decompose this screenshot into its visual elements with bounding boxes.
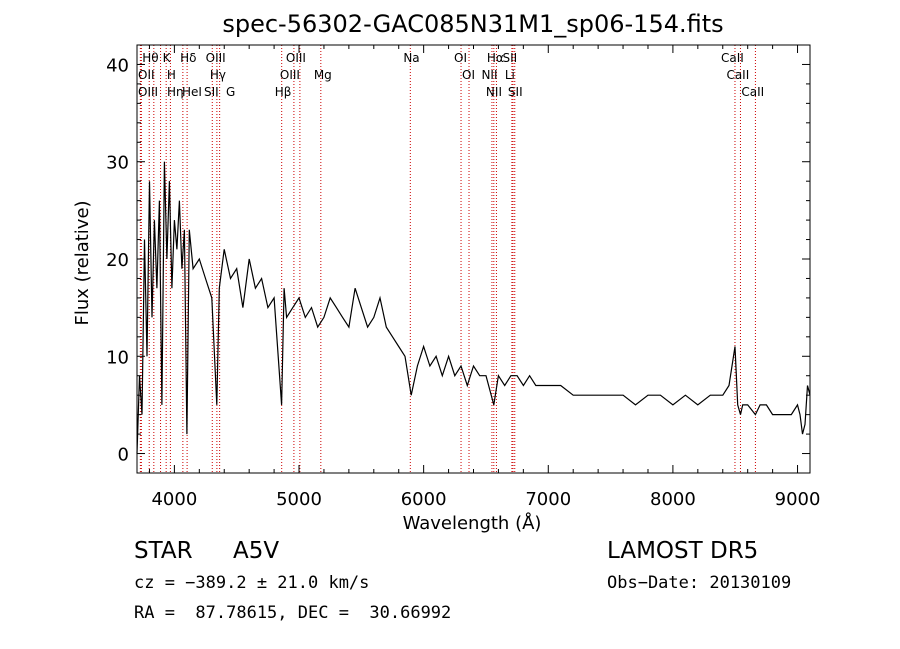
chart-title: spec-56302-GAC085N31M1_sp06-154.fits [222,10,723,38]
spectral-line-label: K [163,51,172,65]
observation-date: Obs−Date: 20130109 [607,573,792,593]
spectral-line-label: CaII [741,85,764,99]
axis-ticks: 4000 5000 6000 7000 8000 9000 0 10 20 30 40 [106,45,820,510]
spectral-line-label: Hα [487,51,504,65]
spectral-line-label: SII [503,51,518,65]
x-tick-label: 8000 [650,489,696,510]
plot-frame [136,44,811,474]
x-tick-label: 9000 [775,489,821,510]
object-class: STAR [134,538,193,564]
spectral-line-label: Li [505,68,515,82]
spectral-line-markers [139,45,756,473]
spectral-line-label: OI [462,68,475,82]
spectral-line-label: Na [403,51,419,65]
spectral-line-label: Hδ [180,51,196,65]
spectral-line-label: OIII [206,51,226,65]
x-tick-label: 4000 [151,489,197,510]
spectral-line-label: HeI [182,85,202,99]
spectral-line-label: Hη [167,85,184,99]
spectral-line-label: OIII [138,85,158,99]
spectral-subclass: A5V [233,538,280,564]
spectral-line-label: OIII [280,68,300,82]
spectral-line-label: OIII [286,51,306,65]
x-tick-label: 7000 [525,489,571,510]
spectral-line-label: SII [204,85,219,99]
spectrum-series [136,161,811,454]
y-tick-label: 30 [106,153,129,174]
y-tick-label: 40 [106,55,129,76]
spectral-line-label: NII [481,68,497,82]
redshift-velocity: cz = −389.2 ± 21.0 km/s [134,573,370,593]
spectral-line-labels: Hθ OII OIII Hη K HeI H Hδ SII OIII HγG OIII OIII Hβ Mg… [138,51,764,99]
spectral-line-label: SII [508,85,523,99]
spectral-line-label: OII [138,68,155,82]
x-tick-label: 5000 [276,489,322,510]
y-tick-label: 10 [106,347,129,368]
spectral-line-label: Hβ [275,85,292,99]
y-tick-label: 0 [118,445,129,466]
spectral-line-label: CaII [726,68,749,82]
spectral-line-label: CaII [721,51,744,65]
spectral-line-label: G [226,85,235,99]
spectrum-line [136,161,811,454]
survey-name: LAMOST DR5 [607,538,759,564]
x-tick-label: 6000 [401,489,447,510]
spectral-line-label: OI [454,51,467,65]
spectral-line-label: Mg [314,68,332,82]
spectral-line-label: Hγ [210,68,226,82]
ra-dec-coordinates: RA = 87.78615, DEC = 30.66992 [134,603,452,623]
spectral-line-label: Hθ [142,51,158,65]
y-axis-label: Flux (relative) [72,200,93,325]
spectral-line-label: NII [486,85,502,99]
spectral-line-label: H [167,68,176,82]
x-axis-label: Wavelength (Å) [403,512,542,534]
y-tick-label: 20 [106,250,129,271]
